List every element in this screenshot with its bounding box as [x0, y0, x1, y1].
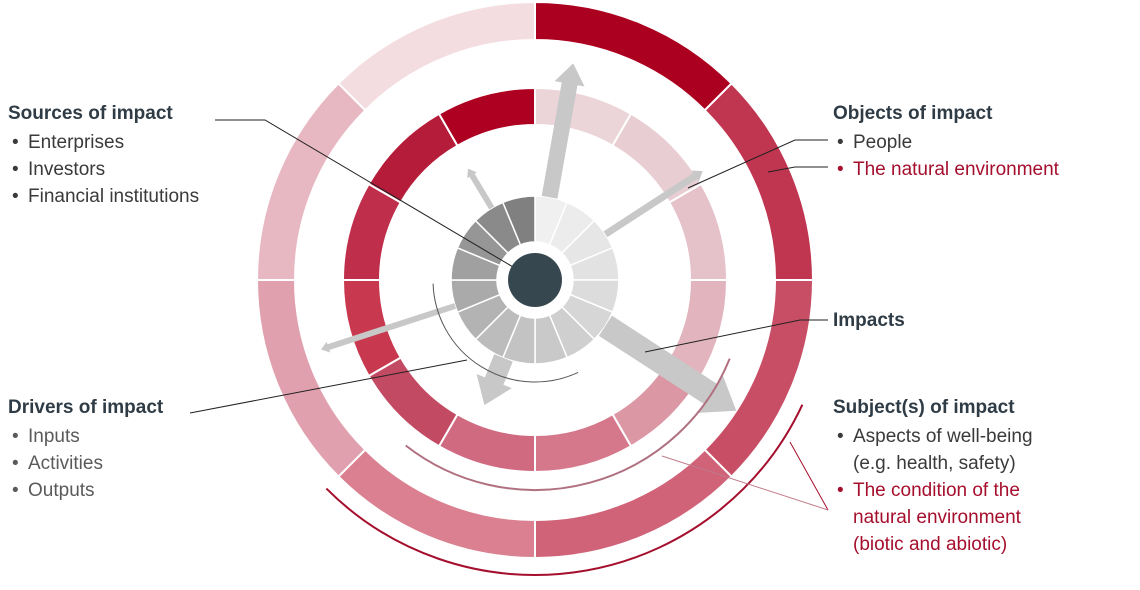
impact-arrows — [321, 63, 737, 413]
impact-arrow — [603, 170, 703, 238]
inner-ring-segment — [501, 195, 536, 246]
subjects-item-environment: The condition of the natural environment… — [833, 477, 1033, 558]
leader-line — [767, 166, 828, 173]
subjects-item-line: Aspects of well-being — [853, 426, 1033, 447]
subjects-item-line: The condition of the — [853, 480, 1020, 501]
sources-item: Enterprises — [8, 129, 199, 156]
drivers-item: Inputs — [8, 423, 163, 450]
subjects-title: Subject(s) of impact — [833, 397, 1015, 418]
sources-item: Investors — [8, 156, 199, 183]
objects-title: Objects of impact — [833, 103, 993, 124]
subjects-item-line: (e.g. health, safety) — [853, 453, 1016, 474]
leader-line — [189, 359, 468, 414]
leader-line — [215, 119, 536, 281]
leader-line — [687, 139, 828, 189]
sources-of-impact-block: Sources of impact Enterprises Investors … — [8, 103, 199, 210]
middle-ring-segment — [437, 86, 536, 148]
drivers-title: Drivers of impact — [8, 397, 164, 418]
objects-item: People — [833, 129, 1059, 156]
impact-arrow — [321, 303, 457, 353]
middle-ring-segment — [534, 412, 633, 474]
objects-of-impact-block: Objects of impact People The natural env… — [833, 103, 1059, 183]
leader-line — [661, 455, 829, 511]
sources-item: Financial institutions — [8, 183, 199, 210]
drivers-item: Activities — [8, 450, 163, 477]
impact-arrow — [598, 315, 737, 413]
bracket-arc-outer — [325, 404, 804, 576]
subjects-of-impact-block: Subject(s) of impact Aspects of well-bei… — [833, 397, 1033, 558]
subjects-item-wellbeing: Aspects of well-being (e.g. health, safe… — [833, 423, 1033, 477]
leader-line — [644, 319, 828, 353]
objects-item: The natural environment — [833, 156, 1059, 183]
bracket-arc-middle — [405, 358, 731, 491]
middle-ring-segment — [611, 112, 703, 204]
drivers-item: Outputs — [8, 477, 163, 504]
bracket-arcs — [325, 283, 804, 576]
impact-arrow — [476, 354, 513, 406]
outer-ring — [255, 0, 815, 560]
center-hub — [508, 253, 562, 307]
drivers-of-impact-block: Drivers of impact Inputs Activities Outp… — [8, 397, 163, 504]
leader-lines — [189, 119, 829, 511]
leader-line — [789, 441, 829, 511]
impacts-title: Impacts — [833, 310, 905, 331]
impact-arrow — [467, 168, 495, 210]
sources-title: Sources of impact — [8, 103, 173, 124]
bracket-arc-inner — [432, 283, 579, 383]
middle-ring-segment — [667, 182, 729, 281]
impacts-block: Impacts — [833, 310, 905, 336]
subjects-item-line: (biotic and abiotic) — [853, 534, 1008, 555]
impact-arrow — [541, 63, 585, 199]
subjects-item-line: natural environment — [853, 507, 1021, 528]
inner-ring — [450, 195, 620, 365]
outer-ring-segment — [337, 0, 536, 112]
